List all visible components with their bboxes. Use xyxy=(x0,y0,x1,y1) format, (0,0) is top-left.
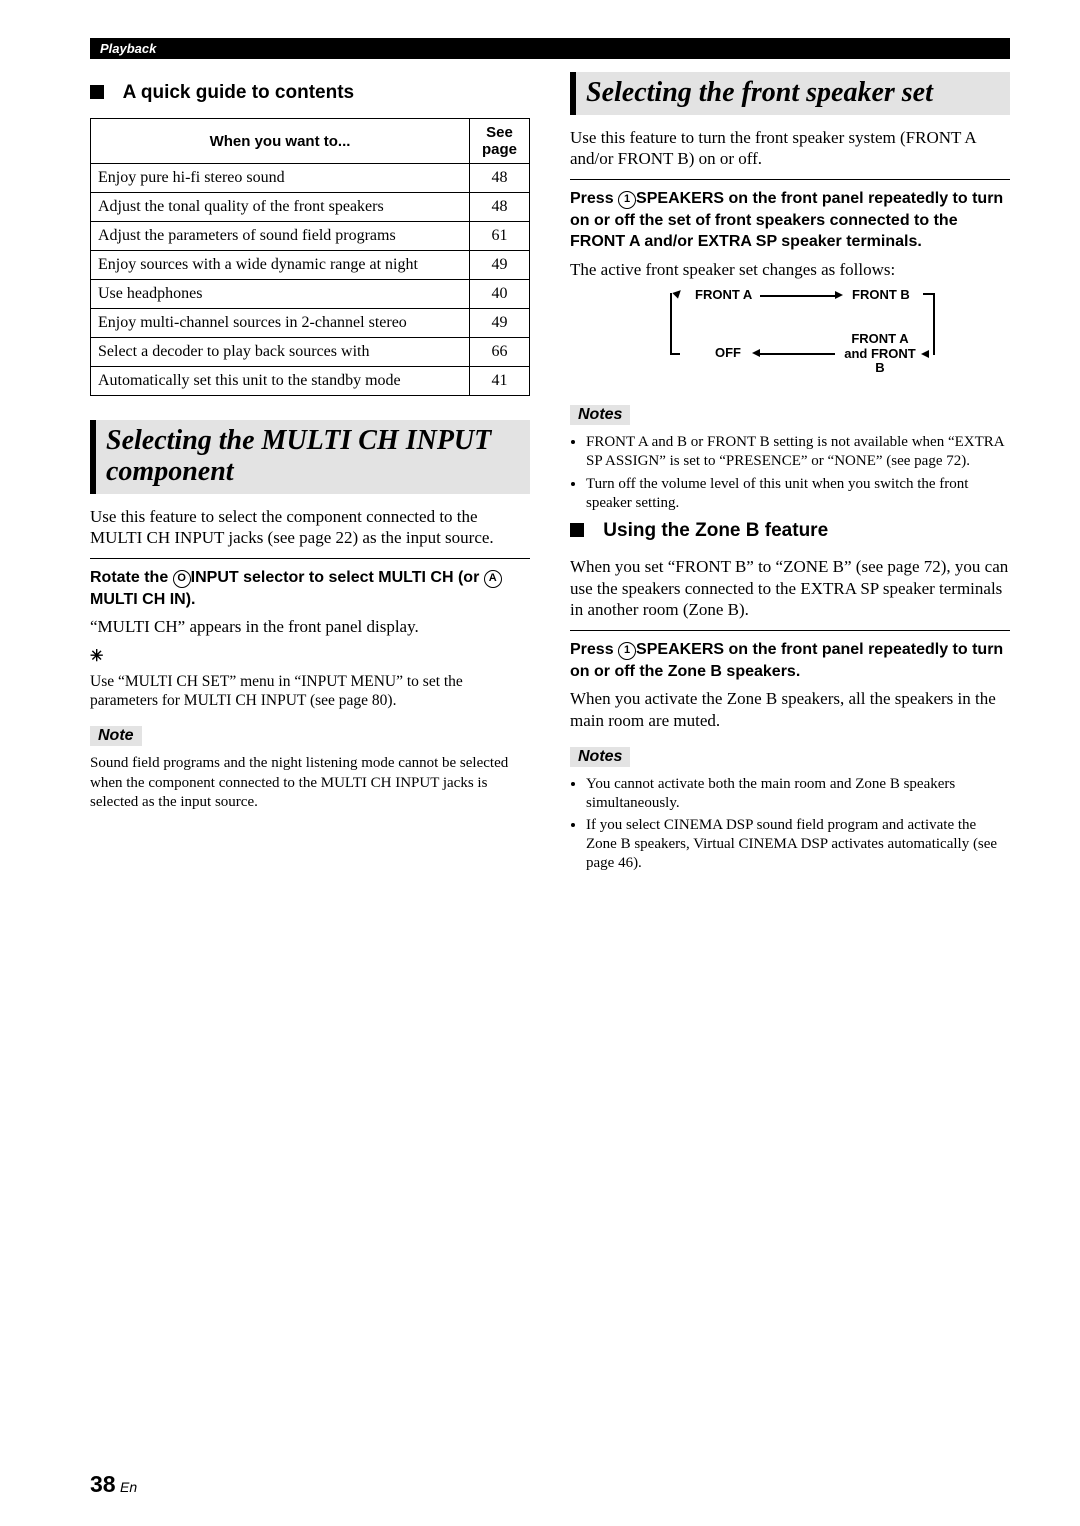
diag-off: OFF xyxy=(715,346,741,360)
cell-page: 49 xyxy=(470,309,530,338)
diag-front-ab: FRONT A and FRONT B xyxy=(840,332,920,375)
section-bar: Playback xyxy=(90,38,1010,59)
multich-title: Selecting the MULTI CH INPUT component xyxy=(90,420,530,494)
zoneb-heading: Using the Zone B feature xyxy=(570,520,1010,542)
note-item: You cannot activate both the main room a… xyxy=(586,775,1010,813)
square-bullet-icon xyxy=(90,85,104,99)
table-row: Use headphones40 xyxy=(91,280,530,309)
ref-icon: A xyxy=(484,570,502,588)
cell-page: 66 xyxy=(470,338,530,367)
page-number: 38 En xyxy=(90,1471,137,1498)
zoneb-intro: When you set “FRONT B” to “ZONE B” (see … xyxy=(570,556,1010,620)
note-label: Note xyxy=(90,726,142,746)
speakerset-step: Press 1SPEAKERS on the front panel repea… xyxy=(570,188,1010,253)
speakerset-intro: Use this feature to turn the front speak… xyxy=(570,127,1010,170)
cell-task: Adjust the parameters of sound field pro… xyxy=(91,222,470,251)
cell-page: 61 xyxy=(470,222,530,251)
guide-heading-text: A quick guide to contents xyxy=(123,82,355,103)
cell-page: 40 xyxy=(470,280,530,309)
cell-page: 41 xyxy=(470,367,530,396)
note-item: If you select CINEMA DSP sound field pro… xyxy=(586,816,1010,872)
table-row: Enjoy pure hi-fi stereo sound48 xyxy=(91,164,530,193)
note-item: Turn off the volume level of this unit w… xyxy=(586,475,1010,513)
zoneb-notes: You cannot activate both the main room a… xyxy=(570,775,1010,873)
ref-icon: 1 xyxy=(618,191,636,209)
cell-task: Adjust the tonal quality of the front sp… xyxy=(91,193,470,222)
table-row: Enjoy sources with a wide dynamic range … xyxy=(91,251,530,280)
contents-table: When you want to... See page Enjoy pure … xyxy=(90,118,530,396)
table-row: Enjoy multi-channel sources in 2-channel… xyxy=(91,309,530,338)
cell-task: Enjoy multi-channel sources in 2-channel… xyxy=(91,309,470,338)
speaker-cycle-diagram: FRONT A FRONT B FRONT A and FRONT B OFF xyxy=(640,288,940,393)
zoneb-result: When you activate the Zone B speakers, a… xyxy=(570,688,1010,731)
cell-page: 48 xyxy=(470,193,530,222)
notes-label: Notes xyxy=(570,405,630,425)
table-row: Select a decoder to play back sources wi… xyxy=(91,338,530,367)
zoneb-step: Press 1SPEAKERS on the front panel repea… xyxy=(570,639,1010,682)
th-page: See page xyxy=(470,119,530,164)
cell-task: Select a decoder to play back sources wi… xyxy=(91,338,470,367)
ref-icon: 1 xyxy=(618,642,636,660)
speakerset-title: Selecting the front speaker set xyxy=(570,72,1010,115)
ref-icon: O xyxy=(173,570,191,588)
page: Playback A quick guide to contents When … xyxy=(0,0,1080,1526)
notes-label: Notes xyxy=(570,747,630,767)
cell-page: 49 xyxy=(470,251,530,280)
tip-icon: ✳︎ xyxy=(90,646,530,666)
rule xyxy=(570,179,1010,180)
table-row: Adjust the tonal quality of the front sp… xyxy=(91,193,530,222)
speakerset-result: The active front speaker set changes as … xyxy=(570,259,1010,280)
speakerset-notes: FRONT A and B or FRONT B setting is not … xyxy=(570,433,1010,512)
page-lang: En xyxy=(120,1479,137,1495)
table-row: Adjust the parameters of sound field pro… xyxy=(91,222,530,251)
rule xyxy=(90,558,530,559)
guide-heading: A quick guide to contents xyxy=(90,82,530,104)
multich-tip: Use “MULTI CH SET” menu in “INPUT MENU” … xyxy=(90,672,530,711)
diag-front-a: FRONT A xyxy=(695,288,752,302)
square-bullet-icon xyxy=(570,523,584,537)
rule xyxy=(570,630,1010,631)
diag-front-b: FRONT B xyxy=(852,288,910,302)
multich-step: Rotate the OINPUT selector to select MUL… xyxy=(90,567,530,610)
section-label: Playback xyxy=(100,41,156,56)
th-task: When you want to... xyxy=(91,119,470,164)
left-column: A quick guide to contents When you want … xyxy=(90,72,530,879)
right-column: Selecting the front speaker set Use this… xyxy=(570,72,1010,879)
cell-task: Enjoy pure hi-fi stereo sound xyxy=(91,164,470,193)
table-row: Automatically set this unit to the stand… xyxy=(91,367,530,396)
zoneb-heading-text: Using the Zone B feature xyxy=(603,520,828,541)
multich-note: Sound field programs and the night liste… xyxy=(90,754,530,813)
multich-result: “MULTI CH” appears in the front panel di… xyxy=(90,616,530,637)
page-number-value: 38 xyxy=(90,1471,116,1497)
cell-task: Automatically set this unit to the stand… xyxy=(91,367,470,396)
note-item: FRONT A and B or FRONT B setting is not … xyxy=(586,433,1010,471)
cell-page: 48 xyxy=(470,164,530,193)
cell-task: Use headphones xyxy=(91,280,470,309)
multich-intro: Use this feature to select the component… xyxy=(90,506,530,549)
cell-task: Enjoy sources with a wide dynamic range … xyxy=(91,251,470,280)
